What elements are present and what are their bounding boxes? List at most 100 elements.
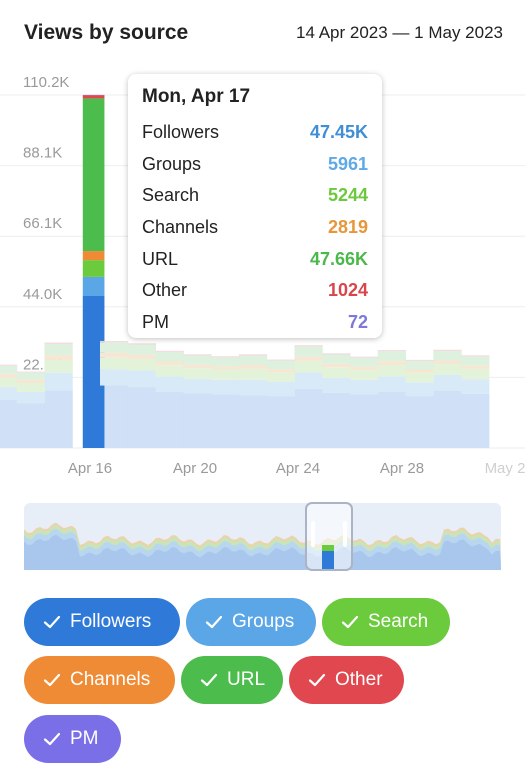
area-groups-segment bbox=[266, 382, 295, 397]
area-channels-segment bbox=[433, 360, 462, 365]
area-groups-segment bbox=[183, 378, 212, 394]
filter-chip-label: Other bbox=[335, 669, 383, 690]
area-groups-segment bbox=[0, 387, 18, 400]
area-search-segment bbox=[461, 368, 490, 380]
area-url-segment bbox=[100, 342, 129, 353]
area-url-segment bbox=[127, 344, 157, 355]
tooltip-series-value: 47.45K bbox=[309, 122, 368, 143]
tooltip-series-value: 72 bbox=[347, 311, 368, 332]
area-url-segment bbox=[238, 355, 268, 366]
area-groups-segment bbox=[155, 376, 184, 392]
tooltip-series-value: 1024 bbox=[327, 280, 368, 301]
area-url-segment bbox=[211, 357, 240, 367]
x-tick-label: Apr 20 bbox=[173, 460, 217, 477]
tooltip-series-name: URL bbox=[142, 248, 179, 269]
filter-chip-search[interactable]: Search bbox=[322, 598, 450, 646]
area-followers-segment bbox=[183, 393, 212, 448]
area-search-segment bbox=[377, 365, 407, 377]
area-groups-segment bbox=[100, 369, 129, 386]
filter-chip-channels[interactable]: Channels bbox=[24, 656, 175, 704]
area-channels-segment bbox=[405, 369, 434, 373]
x-tick-label: Apr 16 bbox=[68, 460, 112, 477]
y-tick-label: 88.1K bbox=[23, 145, 62, 162]
area-other-segment bbox=[44, 342, 73, 344]
area-channels-segment bbox=[238, 365, 268, 369]
checkmark-icon bbox=[308, 673, 326, 687]
date-range[interactable]: 14 Apr 2023 — 1 May 2023 bbox=[296, 23, 503, 42]
area-channels-segment bbox=[0, 373, 18, 378]
tooltip-series-name: PM bbox=[142, 311, 169, 332]
area-other-segment bbox=[433, 349, 462, 351]
area-followers-segment bbox=[350, 394, 379, 448]
area-search-segment bbox=[100, 357, 129, 370]
area-groups-segment bbox=[294, 372, 323, 389]
area-followers-segment bbox=[155, 391, 184, 448]
area-url-segment bbox=[266, 360, 295, 370]
area-channels-segment bbox=[377, 361, 407, 366]
area-followers-segment bbox=[100, 385, 129, 448]
area-url-segment bbox=[155, 351, 184, 362]
range-navigator[interactable] bbox=[24, 502, 501, 571]
area-other-segment bbox=[183, 354, 212, 356]
tooltip-row: PM 72 bbox=[142, 307, 368, 339]
filter-chip-followers[interactable]: Followers bbox=[24, 598, 180, 646]
area-url-segment bbox=[16, 372, 45, 380]
area-groups-segment bbox=[238, 379, 268, 396]
filter-chip-label: Channels bbox=[70, 669, 151, 690]
y-tick-label: 110.2K bbox=[23, 74, 69, 91]
area-groups-segment bbox=[461, 379, 490, 394]
tooltip-series-name: Groups bbox=[142, 153, 202, 174]
area-followers-segment bbox=[0, 399, 18, 448]
area-channels-segment bbox=[16, 379, 45, 383]
navigator-right-handle[interactable] bbox=[343, 521, 347, 547]
area-other-segment bbox=[461, 355, 490, 357]
area-search-segment bbox=[183, 368, 212, 379]
area-followers-segment bbox=[211, 394, 240, 448]
filter-chip-label: Groups bbox=[232, 611, 295, 632]
area-channels-segment bbox=[100, 352, 129, 358]
area-channels-segment bbox=[155, 361, 184, 366]
filter-chip-label: Followers bbox=[70, 611, 152, 632]
navigator-left-handle[interactable] bbox=[311, 521, 315, 547]
highlight-bar-search bbox=[82, 260, 105, 277]
area-search-segment bbox=[211, 369, 240, 380]
area-other-segment bbox=[405, 359, 434, 361]
area-channels-segment bbox=[461, 365, 490, 369]
highlight-bar-other bbox=[82, 95, 105, 99]
area-other-segment bbox=[211, 356, 240, 358]
tooltip-row: Groups 5961 bbox=[142, 149, 368, 181]
area-groups-segment bbox=[127, 370, 157, 388]
tooltip-series-value: 5961 bbox=[327, 153, 368, 174]
filter-chip-groups[interactable]: Groups bbox=[186, 598, 316, 646]
area-search-segment bbox=[350, 369, 379, 380]
tooltip-row: Followers 47.45K bbox=[142, 117, 368, 149]
filter-chip-other[interactable]: Other bbox=[289, 656, 404, 704]
area-channels-segment bbox=[294, 356, 323, 361]
area-url-segment bbox=[44, 343, 73, 356]
filter-chip-url[interactable]: URL bbox=[181, 656, 283, 704]
filter-chip-pm[interactable]: PM bbox=[24, 715, 121, 763]
area-groups-segment bbox=[433, 374, 462, 391]
area-groups-segment bbox=[377, 376, 407, 392]
tooltip-rows: Followers 47.45K Groups 5961 Search 5244 Chann… bbox=[142, 117, 368, 338]
area-url-segment bbox=[183, 355, 212, 365]
area-groups-segment bbox=[350, 379, 379, 395]
tooltip-series-name: Channels bbox=[142, 217, 219, 238]
area-followers-segment bbox=[322, 392, 351, 448]
area-followers-segment bbox=[266, 396, 295, 448]
area-search-segment bbox=[127, 358, 157, 371]
area-followers-segment bbox=[44, 390, 73, 448]
area-other-segment bbox=[100, 341, 129, 343]
chart-header: Views by source 14 Apr 2023 — 1 May 2023 bbox=[24, 18, 503, 48]
highlight-bar-channels bbox=[82, 251, 105, 261]
area-other-segment bbox=[238, 354, 268, 356]
highlight-bar-url bbox=[82, 98, 105, 252]
checkmark-icon bbox=[43, 732, 61, 746]
area-url-segment bbox=[405, 360, 434, 370]
area-groups-segment bbox=[405, 382, 434, 397]
area-followers-segment bbox=[127, 387, 157, 448]
area-channels-segment bbox=[211, 366, 240, 370]
area-channels-segment bbox=[44, 355, 73, 360]
area-followers-segment bbox=[377, 391, 407, 448]
